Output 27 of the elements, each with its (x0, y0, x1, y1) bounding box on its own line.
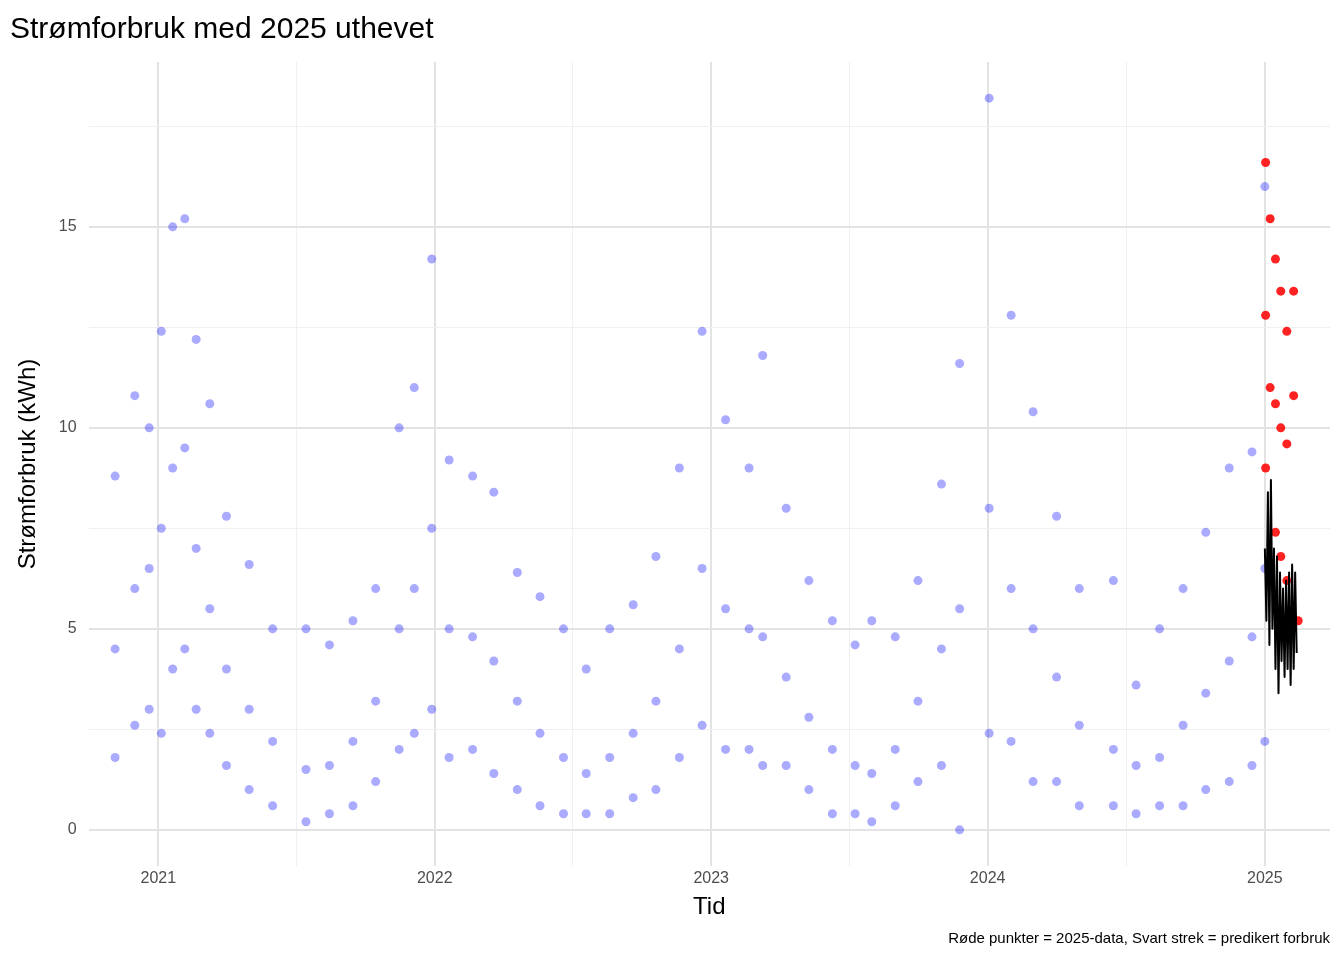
y-tick-label: 0 (67, 820, 77, 838)
point (1282, 326, 1292, 336)
x-tick-label: 2022 (416, 869, 453, 887)
y-tick-label: 5 (67, 619, 77, 637)
point (1289, 286, 1299, 296)
point (1289, 391, 1299, 401)
point (1270, 399, 1280, 409)
point (1265, 383, 1275, 393)
x-tick-label: 2025 (1247, 869, 1283, 887)
text: Røde punkter = 2025-data, Svart strek = predikert forbruk (948, 928, 1331, 946)
point (1261, 310, 1271, 320)
x-tick-label: 2023 (693, 869, 730, 887)
point (1282, 439, 1292, 449)
x-tick-label: 2024 (969, 869, 1006, 887)
chart-title: Strømforbruk med 2025 uthevet (10, 11, 435, 45)
point (1276, 286, 1286, 296)
x-axis-title: Tid (693, 892, 726, 920)
point (1270, 254, 1280, 264)
y-tick-label: 10 (58, 418, 77, 436)
point (1261, 158, 1271, 167)
x-tick-label: 2021 (140, 869, 177, 887)
point (1276, 423, 1286, 433)
y-axis-title: Strømforbruk (kWh) (13, 358, 41, 570)
y-tick-label: 15 (58, 217, 77, 235)
point (1276, 551, 1286, 561)
point (1265, 214, 1275, 224)
point (1261, 463, 1271, 473)
